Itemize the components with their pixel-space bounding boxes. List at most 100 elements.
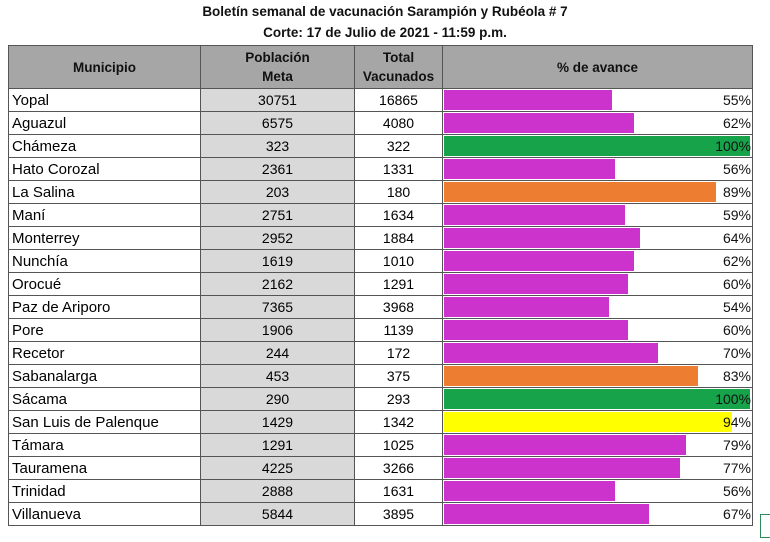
- header-poblacion-meta: Población Meta: [200, 45, 355, 89]
- cell-selection-marker: [760, 514, 770, 538]
- table-row: Sácama 290 293 100%: [8, 387, 753, 411]
- progress-bar-fill: [444, 343, 658, 363]
- cell-municipio: Villanueva: [8, 502, 201, 526]
- cell-avance: 100%: [442, 387, 753, 411]
- cell-municipio: Maní: [8, 203, 201, 227]
- cell-municipio: Trinidad: [8, 479, 201, 503]
- cell-municipio: Nunchía: [8, 249, 201, 273]
- cell-total-vacunados: 1010: [354, 249, 443, 273]
- cell-municipio: Paz de Ariporo: [8, 295, 201, 319]
- bulletin-subtitle: Corte: 17 de Julio de 2021 - 11:59 p.m.: [263, 25, 507, 40]
- header-poblacion-line2: Meta: [262, 69, 293, 84]
- header-poblacion-line1: Población: [245, 50, 310, 65]
- table-row: Tauramena 4225 3266 77%: [8, 456, 753, 480]
- percent-label: 64%: [722, 230, 751, 246]
- percent-label: 59%: [722, 207, 751, 223]
- cell-total-vacunados: 1331: [354, 157, 443, 181]
- table-row: San Luis de Palenque 1429 1342 94%: [8, 410, 753, 434]
- cell-municipio: La Salina: [8, 180, 201, 204]
- header-avance: % de avance: [442, 45, 753, 89]
- cell-municipio: Tauramena: [8, 456, 201, 480]
- table-row: Yopal 30751 16865 55%: [8, 88, 753, 112]
- percent-label: 60%: [722, 322, 751, 338]
- cell-avance: 79%: [442, 433, 753, 457]
- table-row: La Salina 203 180 89%: [8, 180, 753, 204]
- cell-avance: 56%: [442, 157, 753, 181]
- percent-label: 94%: [722, 414, 751, 430]
- cell-avance: 55%: [442, 88, 753, 112]
- table-row: Maní 2751 1634 59%: [8, 203, 753, 227]
- header-municipio: Municipio: [8, 45, 201, 89]
- table-row: Paz de Ariporo 7365 3968 54%: [8, 295, 753, 319]
- percent-label: 83%: [722, 368, 751, 384]
- table-row: Orocué 2162 1291 60%: [8, 272, 753, 296]
- cell-total-vacunados: 1342: [354, 410, 443, 434]
- percent-label: 55%: [722, 92, 751, 108]
- table-row: Monterrey 2952 1884 64%: [8, 226, 753, 250]
- progress-bar-fill: [444, 205, 625, 225]
- cell-total-vacunados: 1631: [354, 479, 443, 503]
- progress-bar-fill: [444, 366, 698, 386]
- vaccination-table: Municipio Población Meta Total Vacunados %…: [8, 45, 753, 526]
- cell-municipio: Sácama: [8, 387, 201, 411]
- cell-total-vacunados: 1634: [354, 203, 443, 227]
- progress-bar-fill: [444, 435, 686, 455]
- progress-bar-fill: [444, 504, 649, 524]
- table-row: Támara 1291 1025 79%: [8, 433, 753, 457]
- percent-label: 100%: [715, 138, 751, 154]
- percent-label: 62%: [722, 115, 751, 131]
- progress-bar-fill: [444, 90, 612, 110]
- table-row: Chámeza 323 322 100%: [8, 134, 753, 158]
- percent-label: 56%: [722, 483, 751, 499]
- percent-label: 77%: [722, 460, 751, 476]
- cell-total-vacunados: 1291: [354, 272, 443, 296]
- cell-total-vacunados: 172: [354, 341, 443, 365]
- cell-total-vacunados: 16865: [354, 88, 443, 112]
- table-row: Pore 1906 1139 60%: [8, 318, 753, 342]
- cell-municipio: Recetor: [8, 341, 201, 365]
- percent-label: 70%: [722, 345, 751, 361]
- cell-avance: 70%: [442, 341, 753, 365]
- cell-poblacion-meta: 1906: [200, 318, 355, 342]
- cell-municipio: Aguazul: [8, 111, 201, 135]
- table-row: Villanueva 5844 3895 67%: [8, 502, 753, 526]
- progress-bar-fill: [444, 182, 716, 202]
- cell-avance: 59%: [442, 203, 753, 227]
- table-body: Yopal 30751 16865 55% Aguazul 6575 4080 62% Chám…: [8, 88, 753, 526]
- cell-municipio: San Luis de Palenque: [8, 410, 201, 434]
- cell-total-vacunados: 293: [354, 387, 443, 411]
- cell-municipio: Pore: [8, 318, 201, 342]
- progress-bar-fill: [444, 159, 615, 179]
- cell-poblacion-meta: 1291: [200, 433, 355, 457]
- cell-total-vacunados: 1139: [354, 318, 443, 342]
- progress-bar-fill: [444, 458, 680, 478]
- table-header-row: Municipio Población Meta Total Vacunados %…: [8, 45, 753, 89]
- cell-poblacion-meta: 2952: [200, 226, 355, 250]
- table-row: Recetor 244 172 70%: [8, 341, 753, 365]
- percent-label: 54%: [722, 299, 751, 315]
- percent-label: 89%: [722, 184, 751, 200]
- cell-total-vacunados: 1025: [354, 433, 443, 457]
- cell-poblacion-meta: 203: [200, 180, 355, 204]
- cell-total-vacunados: 1884: [354, 226, 443, 250]
- cell-municipio: Támara: [8, 433, 201, 457]
- cell-poblacion-meta: 30751: [200, 88, 355, 112]
- cell-poblacion-meta: 2888: [200, 479, 355, 503]
- percent-label: 79%: [722, 437, 751, 453]
- cell-avance: 60%: [442, 272, 753, 296]
- cell-poblacion-meta: 453: [200, 364, 355, 388]
- cell-poblacion-meta: 2751: [200, 203, 355, 227]
- cell-poblacion-meta: 4225: [200, 456, 355, 480]
- header-total-line2: Vacunados: [362, 69, 435, 84]
- cell-avance: 62%: [442, 111, 753, 135]
- cell-total-vacunados: 3895: [354, 502, 443, 526]
- cell-poblacion-meta: 244: [200, 341, 355, 365]
- cell-municipio: Chámeza: [8, 134, 201, 158]
- cell-avance: 83%: [442, 364, 753, 388]
- cell-avance: 60%: [442, 318, 753, 342]
- cell-avance: 56%: [442, 479, 753, 503]
- progress-bar-fill: [444, 412, 732, 432]
- cell-total-vacunados: 4080: [354, 111, 443, 135]
- cell-municipio: Yopal: [8, 88, 201, 112]
- cell-total-vacunados: 3968: [354, 295, 443, 319]
